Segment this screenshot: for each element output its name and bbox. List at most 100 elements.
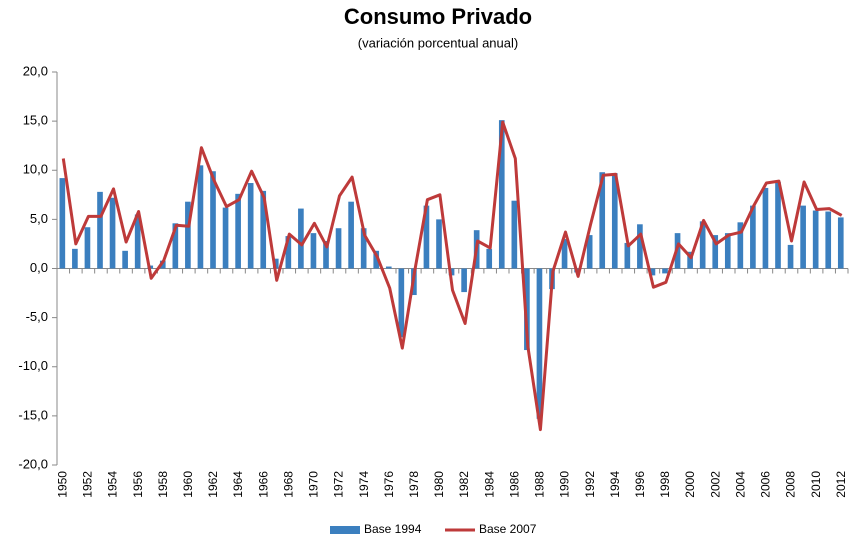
bar: [637, 224, 643, 269]
bar: [599, 172, 606, 269]
bar: [737, 222, 744, 269]
bar: [185, 201, 191, 269]
y-tick-label: -20,0: [18, 456, 48, 471]
bar: [800, 205, 806, 269]
bar: [624, 242, 631, 269]
bar: [348, 201, 354, 269]
bar: [385, 266, 392, 269]
bar: [235, 193, 241, 269]
y-tick-label: -10,0: [18, 358, 48, 373]
bar: [812, 210, 819, 269]
y-tick-label: 5,0: [30, 211, 48, 226]
x-tick-label: 1950: [55, 471, 69, 498]
x-tick-label: 1994: [608, 471, 622, 498]
bar: [84, 227, 91, 269]
x-tick-label: 2004: [733, 471, 747, 498]
bar: [611, 173, 618, 269]
bar: [122, 250, 128, 269]
legend-label: Base 2007: [479, 522, 537, 536]
x-tick-label: 1984: [482, 471, 496, 498]
bar: [486, 248, 493, 269]
x-tick-label: 1998: [658, 471, 672, 498]
y-tick-label: 10,0: [23, 162, 48, 177]
y-tick-label: 15,0: [23, 113, 48, 128]
bar: [159, 260, 166, 269]
x-tick-label: 1956: [131, 471, 145, 498]
x-tick-label: 1976: [382, 471, 396, 498]
x-tick-label: 1952: [81, 471, 95, 498]
x-tick-label: 2000: [683, 471, 697, 498]
x-tick-label: 1964: [231, 471, 245, 498]
bar: [461, 268, 467, 293]
x-tick-label: 1990: [558, 471, 572, 498]
x-tick-label: 1978: [407, 471, 421, 498]
bar: [222, 207, 229, 269]
bar: [172, 223, 179, 269]
x-tick-label: 2008: [784, 471, 798, 498]
x-tick-label: 1962: [206, 471, 220, 498]
x-tick-label: 1968: [281, 471, 295, 498]
x-tick-label: 1960: [181, 471, 195, 498]
x-tick-label: 1966: [256, 471, 270, 498]
bar: [436, 219, 442, 269]
x-tick-label: 2002: [708, 471, 722, 498]
x-tick-label: 1954: [106, 471, 120, 498]
bar: [272, 258, 279, 269]
bar: [197, 165, 204, 269]
bar: [323, 240, 329, 269]
x-tick-label: 1992: [583, 471, 597, 498]
bar: [373, 250, 380, 269]
bar: [247, 183, 254, 269]
x-tick-label: 2012: [834, 471, 848, 498]
x-tick-label: 1986: [507, 471, 521, 498]
x-tick-label: 1958: [156, 471, 170, 498]
chart-subtitle: (variación porcentual anual): [358, 35, 518, 50]
x-tick-label: 1982: [457, 471, 471, 498]
x-tick-label: 1980: [432, 471, 446, 498]
bar: [561, 239, 568, 269]
bar: [310, 233, 317, 269]
bar: [498, 120, 505, 269]
x-tick-label: 1988: [533, 471, 547, 498]
bar: [724, 233, 731, 269]
bar: [59, 178, 66, 269]
chart-title: Consumo Privado: [344, 4, 532, 29]
bar: [662, 268, 668, 274]
bar: [837, 217, 844, 269]
x-tick-label: 1996: [633, 471, 647, 498]
bar: [360, 228, 367, 269]
x-tick-label: 2006: [759, 471, 773, 498]
bar: [109, 197, 116, 269]
bar: [775, 182, 781, 269]
bar: [787, 244, 794, 269]
line: [61, 120, 843, 432]
bar: [687, 251, 693, 269]
bar: [335, 228, 342, 269]
bar: [762, 187, 769, 269]
bar: [134, 214, 141, 269]
x-tick-label: 1974: [357, 471, 371, 498]
x-tick-label: 2010: [809, 471, 823, 498]
y-tick-label: -5,0: [26, 309, 48, 324]
bar: [750, 205, 756, 269]
bar: [398, 268, 405, 338]
bar: [825, 211, 832, 269]
y-tick-label: -15,0: [18, 407, 48, 422]
bar: [97, 191, 103, 269]
bar: [260, 190, 267, 269]
bar: [524, 268, 530, 351]
legend-label: Base 1994: [364, 522, 422, 536]
bar: [699, 221, 706, 269]
bar: [423, 205, 430, 269]
bar: [210, 171, 216, 269]
bar: [649, 268, 656, 276]
legend-swatch: [330, 526, 360, 534]
bar: [72, 248, 78, 269]
x-tick-label: 1970: [307, 471, 321, 498]
bar: [511, 200, 518, 269]
bar: [285, 236, 292, 269]
bar: [298, 208, 304, 269]
bar: [586, 235, 593, 269]
y-tick-label: 0,0: [30, 260, 48, 275]
